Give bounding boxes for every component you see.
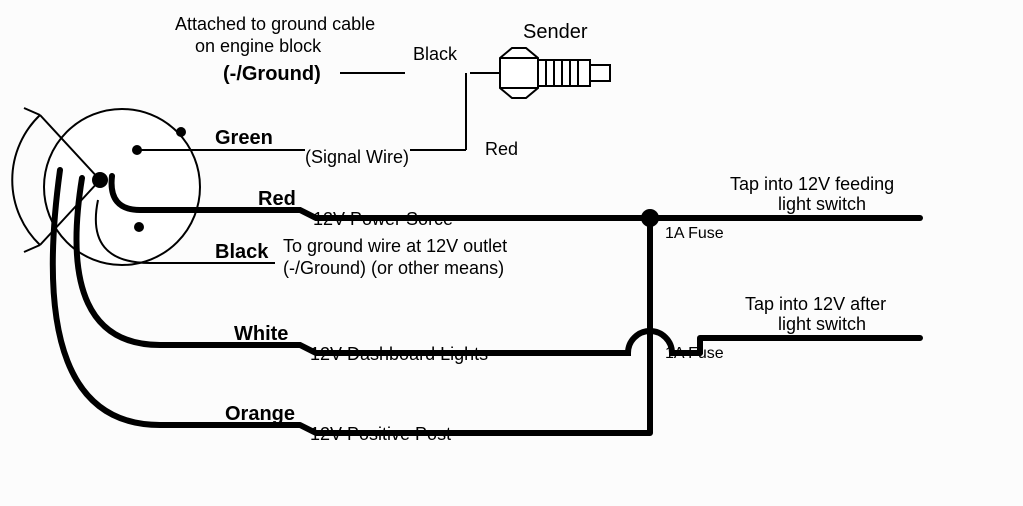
wire-orange-label: Orange xyxy=(225,403,295,425)
tap-bottom-text1: Tap into 12V after xyxy=(745,294,886,314)
tap-bottom-fuse: 1A Fuse xyxy=(665,345,724,362)
ground-note-line1: Attached to ground cable xyxy=(175,14,375,34)
wire-green-desc: (Signal Wire) xyxy=(305,147,409,167)
wire-white-label: White xyxy=(234,323,288,345)
sender-red-label: Red xyxy=(485,139,518,159)
wire-red-label: Red xyxy=(258,188,296,210)
tap-top-fuse: 1A Fuse xyxy=(665,225,724,242)
tap-top-text2: light switch xyxy=(778,194,866,214)
sender-black-label: Black xyxy=(413,44,458,64)
wire-black-desc1: To ground wire at 12V outlet xyxy=(283,236,507,256)
wire-green-label: Green xyxy=(215,127,273,149)
ground-note-line3: (-/Ground) xyxy=(223,63,321,85)
sender-title: Sender xyxy=(523,21,588,43)
tap-bottom-text2: light switch xyxy=(778,314,866,334)
wire-black-desc2: (-/Ground) (or other means) xyxy=(283,258,504,278)
ground-note-line2: on engine block xyxy=(195,36,322,56)
wire-orange-desc: 12V Positive Post xyxy=(310,424,451,444)
wire-red-desc: 12V Power Sorce xyxy=(313,209,453,229)
wire-black-label: Black xyxy=(215,241,269,263)
wire-white-desc: 12V Dashboard Lights xyxy=(310,344,488,364)
tap-top-text1: Tap into 12V feeding xyxy=(730,174,894,194)
